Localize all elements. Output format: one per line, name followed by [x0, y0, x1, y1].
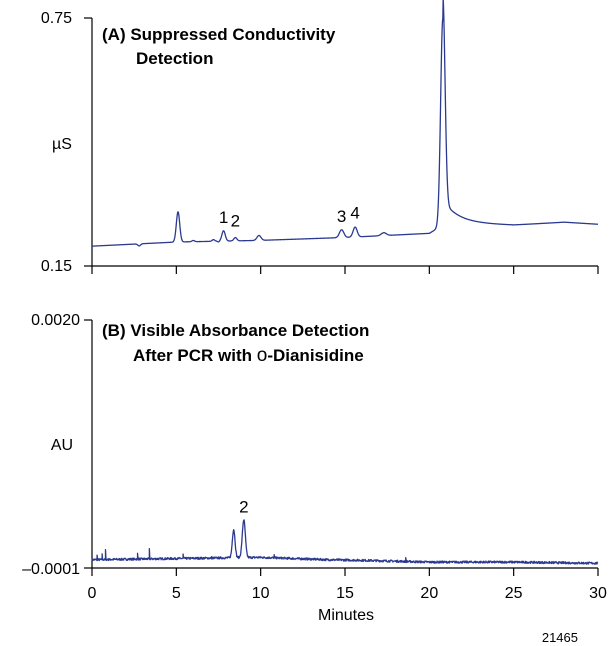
peak-label-2: 2: [239, 497, 248, 516]
panel-b-xlabel: Minutes: [318, 607, 374, 624]
panel-a-ytick-top: 0.75: [41, 10, 72, 27]
panel-a-ylabel: µS: [52, 136, 72, 153]
panel-b-xtick-labels: 0 5 10 15 20 25 30: [88, 585, 607, 602]
panel-a-ytick-bottom: 0.15: [41, 258, 72, 275]
panel-b-title-line2-post: -Dianisidine: [267, 346, 363, 365]
panel-b-peak-labels: 2: [239, 497, 248, 516]
x-tick-label: 5: [172, 585, 181, 602]
figure-id: 21465: [542, 630, 578, 645]
panel-a: 0.75 0.15 µS (A) Suppressed Conductivity…: [41, 0, 599, 275]
peak-label-2: 2: [231, 212, 240, 231]
x-tick-label: 30: [589, 585, 607, 602]
panel-a-trace: [91, 0, 599, 247]
x-tick-label: 25: [505, 585, 523, 602]
panel-b-ylabel: AU: [51, 437, 73, 454]
panel-b: 0.0020 –0.0001 AU (B) Visible Absorbance…: [22, 312, 607, 624]
panel-a-axes: [84, 17, 599, 274]
x-tick-label: 20: [420, 585, 438, 602]
peak-label-4: 4: [350, 203, 359, 222]
panel-b-axes: [84, 319, 599, 576]
x-tick-label: 10: [252, 585, 270, 602]
x-tick-label: 15: [336, 585, 354, 602]
panel-a-title-line2: Detection: [136, 49, 213, 68]
panel-b-title-line1: (B) Visible Absorbance Detection: [102, 321, 369, 340]
panel-a-title-line1: (A) Suppressed Conductivity: [102, 25, 336, 44]
panel-b-ytick-bottom: –0.0001: [22, 561, 80, 578]
panel-b-title-line2-pre: After PCR with: [133, 346, 257, 365]
panel-b-title-line2: After PCR with o-Dianisidine: [133, 345, 364, 366]
peak-label-1: 1: [219, 208, 228, 227]
panel-b-ytick-top: 0.0020: [31, 312, 80, 329]
peak-label-3: 3: [337, 207, 346, 226]
panel-b-title-line2-symbol: o: [257, 345, 268, 366]
panel-b-trace: [91, 519, 599, 565]
x-tick-label: 0: [88, 585, 97, 602]
